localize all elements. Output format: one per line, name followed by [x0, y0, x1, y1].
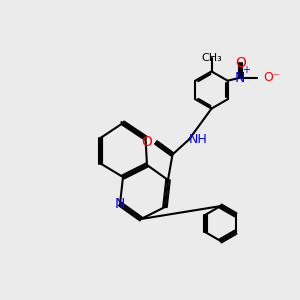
Text: O⁻: O⁻ [263, 71, 280, 84]
Text: N: N [235, 71, 245, 85]
Text: O: O [142, 136, 152, 149]
Text: +: + [242, 65, 250, 75]
Text: CH₃: CH₃ [201, 53, 222, 63]
Text: O: O [235, 56, 246, 70]
Text: N: N [115, 197, 125, 211]
Text: NH: NH [189, 133, 208, 146]
